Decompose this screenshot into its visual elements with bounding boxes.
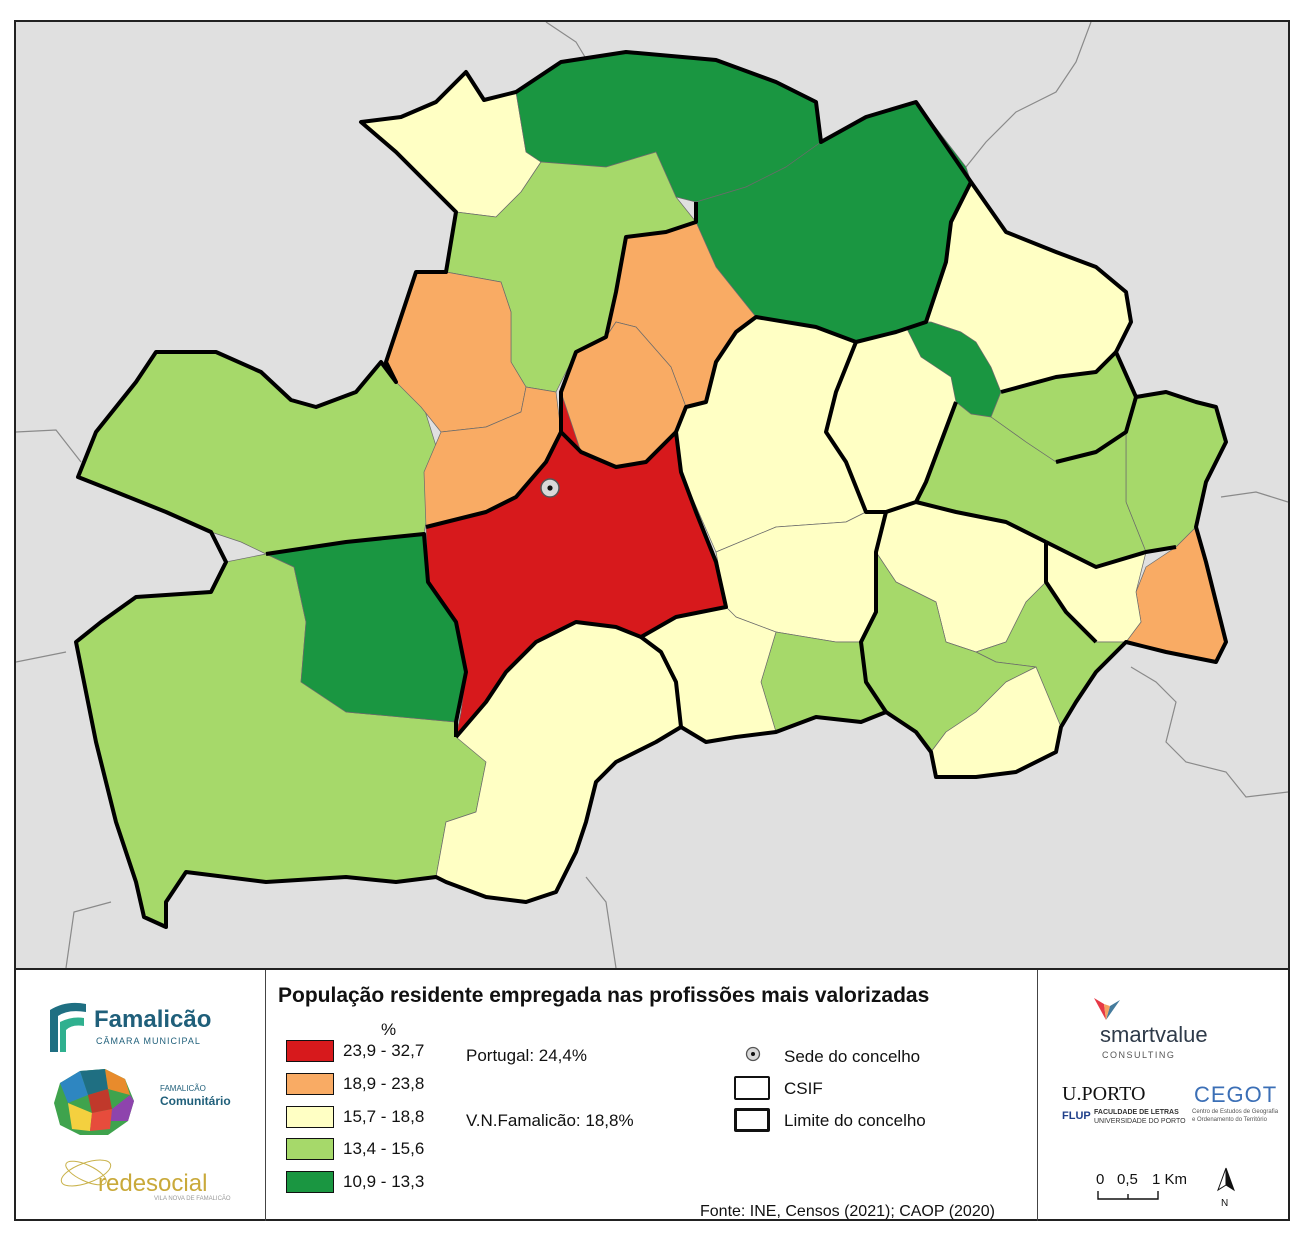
comunitario-line2: Comunitário	[160, 1094, 231, 1108]
map-frame: Famalicão CÂMARA MUNICIPAL FAMALICÃO Com…	[14, 20, 1290, 1221]
flup-name: FLUP	[1062, 1110, 1091, 1122]
legend-class-label: 13,4 - 15,6	[343, 1139, 425, 1158]
source-note: Fonte: INE, Censos (2021); CAOP (2020)	[700, 1203, 995, 1220]
csif-legend-symbol	[734, 1076, 770, 1100]
scale-label-05: 0,5	[1117, 1171, 1138, 1188]
flup-sub1: FACULDADE DE LETRAS	[1094, 1109, 1179, 1116]
freguesias	[75, 51, 1227, 928]
legend-panel: Famalicão CÂMARA MUNICIPAL FAMALICÃO Com…	[16, 968, 1288, 1221]
csif-boundaries	[74, 50, 1228, 929]
choropleth-map	[16, 22, 1288, 968]
legend-swatch	[286, 1171, 334, 1193]
cegot-name: CEGOT	[1194, 1082, 1278, 1107]
legend-swatch	[286, 1106, 334, 1128]
sede-legend-icon	[745, 1046, 761, 1062]
redesocial-subtitle: VILA NOVA DE FAMALICÃO	[154, 1196, 231, 1202]
legend-swatch	[286, 1138, 334, 1160]
flup-sub2: UNIVERSIDADE DO PORTO	[1094, 1118, 1186, 1125]
sede-legend-label: Sede do concelho	[784, 1047, 921, 1066]
famalicao-name: Famalicão	[94, 1006, 212, 1033]
redesocial-name: redesocial	[98, 1170, 208, 1197]
scale-label-1km: 1 Km	[1152, 1171, 1188, 1188]
north-arrow-icon	[1217, 1167, 1235, 1192]
famalicao-subtitle: CÂMARA MUNICIPAL	[96, 1036, 201, 1046]
legend-class-label: 10,9 - 13,3	[343, 1172, 425, 1191]
legend-class-label: 15,7 - 18,8	[343, 1107, 425, 1126]
divider-left	[265, 970, 266, 1221]
uporto-name: U.PORTO	[1062, 1083, 1146, 1105]
limite-legend-label: Limite do concelho	[784, 1111, 926, 1130]
comunitario-map-icon	[54, 1069, 134, 1135]
vnf-value: V.N.Famalicão: 18,8%	[466, 1111, 634, 1130]
limite-legend-symbol	[734, 1108, 770, 1132]
legend-swatch	[286, 1073, 334, 1095]
legend-class-label: 18,9 - 23,8	[343, 1074, 425, 1093]
famalicao-mark-icon	[50, 1002, 86, 1052]
cegot-sub1: Centro de Estudos de Geografia	[1192, 1109, 1279, 1115]
legend-unit: %	[381, 1020, 397, 1039]
smartvalue-name: smartvalue	[1100, 1022, 1208, 1047]
smartvalue-mark-icon	[1094, 998, 1120, 1020]
legend-title: População residente empregada nas profis…	[278, 984, 930, 1007]
legend-swatch	[286, 1040, 334, 1062]
sede-marker	[540, 478, 560, 498]
comunitario-line1: FAMALICÃO	[160, 1084, 206, 1093]
divider-right	[1037, 970, 1038, 1221]
scale-bar	[1097, 1191, 1159, 1200]
portugal-value: Portugal: 24,4%	[466, 1046, 587, 1065]
north-label: N	[1221, 1198, 1229, 1209]
redesocial-swirl-icon	[60, 1159, 112, 1187]
neighbour-boundaries	[16, 22, 1288, 968]
scale-label-0: 0	[1096, 1171, 1105, 1188]
smartvalue-subtitle: CONSULTING	[1102, 1050, 1176, 1060]
cegot-sub2: e Ordenamento do Território	[1192, 1117, 1267, 1123]
csif-legend-label: CSIF	[784, 1079, 823, 1098]
legend-class-label: 23,9 - 32,7	[343, 1041, 425, 1060]
